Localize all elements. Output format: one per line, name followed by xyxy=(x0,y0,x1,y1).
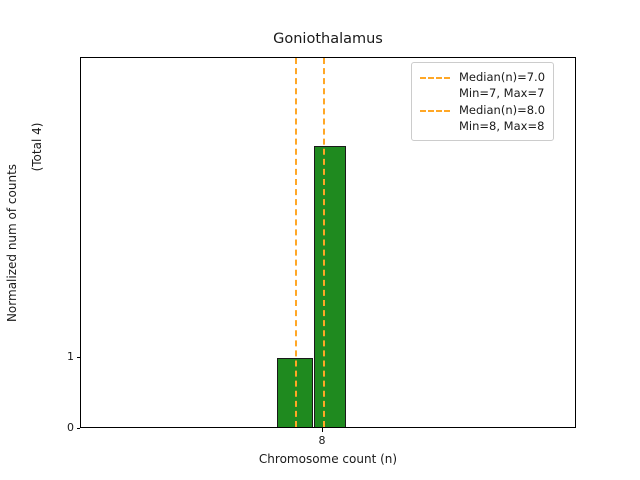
x-tick-label: 8 xyxy=(318,434,326,447)
legend-label-line1: Median(n)=7.0 xyxy=(459,70,546,84)
chart-title: Goniothalamus xyxy=(273,31,383,47)
legend-entry-1: Median(n)=8.0 Min=8, Max=8 xyxy=(420,102,545,134)
y-axis-label-container: Normalized num of counts xyxy=(0,57,24,428)
y-axis-label: Normalized num of counts xyxy=(5,163,19,322)
legend-dashed-line-icon xyxy=(420,69,450,85)
y-tick-label: 0 xyxy=(67,421,74,434)
median-line-7 xyxy=(295,58,297,427)
legend-label: Median(n)=7.0 Min=7, Max=7 xyxy=(459,69,545,101)
x-axis-label: Chromosome count (n) xyxy=(258,452,398,466)
y-tick-label: 1 xyxy=(67,350,74,363)
bar-8 xyxy=(314,146,346,427)
median-line-8 xyxy=(323,58,325,427)
y-tick-mark xyxy=(76,428,80,430)
legend-dashed-line-icon xyxy=(420,102,450,118)
legend-label-line1: Median(n)=8.0 xyxy=(459,103,546,117)
legend-label-line2: Min=7, Max=7 xyxy=(459,86,545,100)
chart-legend: Median(n)=7.0 Min=7, Max=7 Median(n)=8.0 Mi… xyxy=(411,62,555,141)
legend-entry-0: Median(n)=7.0 Min=7, Max=7 xyxy=(420,69,545,101)
legend-label: Median(n)=8.0 Min=8, Max=8 xyxy=(459,102,545,134)
y-tick-mark xyxy=(76,357,80,359)
x-tick-mark xyxy=(322,428,324,432)
y-axis-total-note: (Total 4) xyxy=(30,122,44,172)
y-axis-total-container: (Total 4) xyxy=(26,57,48,237)
legend-label-line2: Min=8, Max=8 xyxy=(459,119,545,133)
